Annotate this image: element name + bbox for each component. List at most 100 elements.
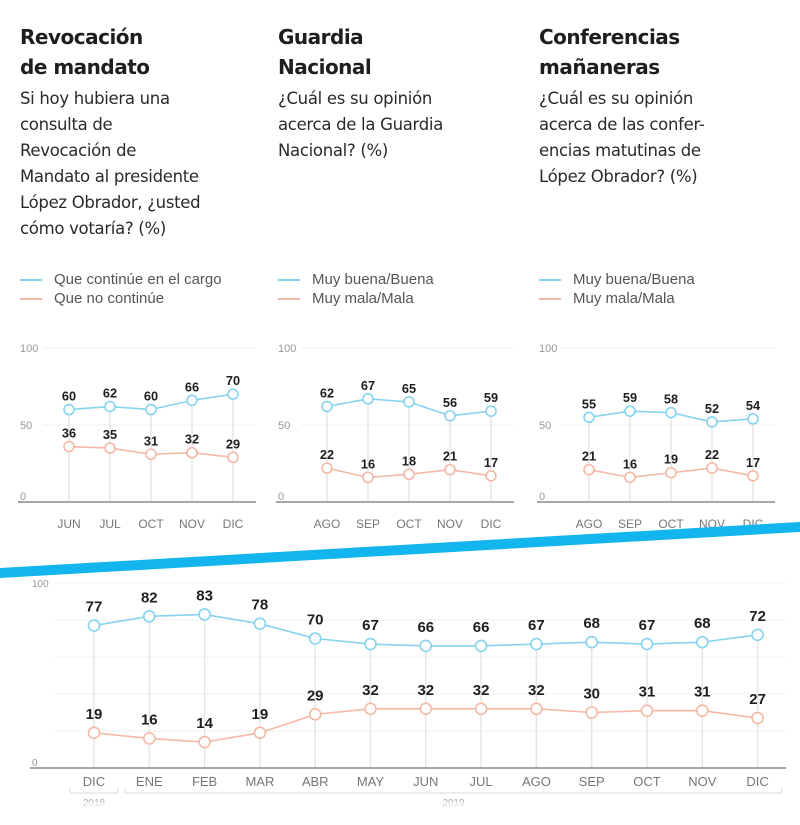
data-label: 21 [582, 449, 596, 464]
legend-swatch [278, 297, 300, 300]
chart-0: 0 50 100 JUN JUL OCT NOV DIC 60 62 60 66 70 36 35 31 32 2… [18, 343, 256, 531]
data-label: 19 [86, 706, 103, 723]
legend-item: Que continúe en el cargo [20, 270, 222, 289]
y-tick-label: 50 [539, 420, 551, 432]
data-point [364, 637, 377, 651]
data-label: 66 [185, 379, 199, 394]
legend-swatch [278, 278, 300, 281]
panel-question: ¿Cuál es su opinión acerca de las confer… [539, 89, 705, 186]
x-tick-label: NOV [437, 517, 463, 531]
data-point [321, 400, 333, 413]
data-label: 31 [639, 684, 656, 701]
data-label: 14 [196, 715, 213, 732]
x-tick-label: JUL [470, 774, 493, 789]
data-label: 32 [528, 682, 545, 699]
data-point [419, 639, 433, 653]
data-label: 31 [144, 433, 158, 448]
data-point [624, 471, 636, 484]
legend-item: Muy mala/Mala [278, 289, 434, 308]
data-label: 22 [705, 447, 719, 462]
y-tick-label: 100 [539, 343, 557, 355]
data-point [485, 405, 497, 417]
data-label: 62 [320, 386, 334, 401]
x-tick-label: DIC [83, 774, 105, 789]
data-point [695, 704, 709, 717]
legend-item: Que no continúe [20, 289, 222, 308]
data-point [583, 411, 595, 424]
data-point [364, 702, 377, 716]
data-point [362, 393, 374, 405]
data-label: 52 [705, 401, 719, 416]
data-point [145, 403, 157, 416]
data-label: 21 [443, 449, 457, 464]
x-tick-label: OCT [396, 517, 422, 531]
data-point [695, 635, 709, 649]
data-label: 82 [141, 589, 158, 606]
x-tick-label: JUN [57, 517, 80, 531]
data-label: 32 [473, 682, 490, 699]
data-label: 58 [664, 392, 678, 407]
data-label: 31 [694, 684, 711, 701]
data-point [419, 702, 433, 716]
data-label: 59 [623, 390, 637, 405]
data-point [362, 471, 374, 484]
legend-item: Muy buena/Buena [539, 270, 695, 289]
data-point [253, 617, 267, 631]
panel-0: Revocación de mandato Si hoy hubiera una… [20, 22, 270, 242]
x-tick-label: OCT [138, 517, 164, 531]
data-label: 19 [664, 452, 678, 467]
data-point [253, 726, 267, 740]
data-point [104, 400, 116, 413]
legend-label: Muy buena/Buena [312, 271, 434, 288]
data-point [474, 639, 488, 653]
legend-swatch [539, 297, 561, 300]
y-tick-label: 0 [539, 491, 545, 503]
x-tick-label: DIC [746, 774, 768, 789]
y-tick-label: 0 [32, 758, 38, 769]
x-tick-label: DIC [223, 517, 244, 531]
data-label: 67 [639, 617, 656, 634]
data-point [63, 440, 75, 453]
y-tick-label: 0 [20, 491, 26, 503]
y-tick-label: 0 [278, 491, 284, 503]
data-label: 56 [443, 395, 457, 410]
data-point [63, 403, 75, 416]
data-label: 22 [320, 447, 334, 462]
x-tick-label: ABR [302, 774, 329, 789]
data-label: 18 [402, 453, 416, 468]
data-point [198, 735, 211, 749]
data-point [143, 732, 156, 745]
data-label: 55 [582, 396, 596, 411]
data-label: 60 [62, 389, 76, 404]
x-tick-label: AGO [576, 517, 603, 531]
divider-stripe [0, 522, 800, 578]
data-label: 62 [103, 386, 117, 401]
data-point [751, 711, 764, 725]
legend-swatch [539, 278, 561, 281]
data-point [530, 702, 543, 716]
bottom-fade [0, 802, 800, 825]
data-label: 36 [62, 426, 76, 441]
data-label: 35 [103, 427, 117, 442]
data-label: 83 [196, 587, 213, 604]
y-tick-label: 100 [20, 343, 38, 355]
data-label: 67 [528, 617, 545, 634]
data-point [585, 706, 599, 719]
data-point [403, 396, 415, 408]
x-tick-label: NOV [179, 517, 205, 531]
data-point [186, 446, 198, 459]
x-tick-label: MAY [357, 774, 385, 789]
data-point [640, 637, 654, 651]
data-label: 54 [746, 398, 761, 413]
legend: Muy buena/Buena Muy mala/Mala [278, 270, 434, 308]
data-label: 16 [141, 711, 158, 728]
legend-item: Muy mala/Mala [539, 289, 695, 308]
data-label: 29 [307, 687, 324, 704]
y-tick-label: 100 [278, 343, 296, 355]
legend-label: Que no continúe [54, 290, 165, 307]
data-point [444, 463, 456, 476]
x-tick-label: NOV [688, 774, 717, 789]
data-point [308, 708, 322, 721]
data-point [87, 726, 101, 740]
